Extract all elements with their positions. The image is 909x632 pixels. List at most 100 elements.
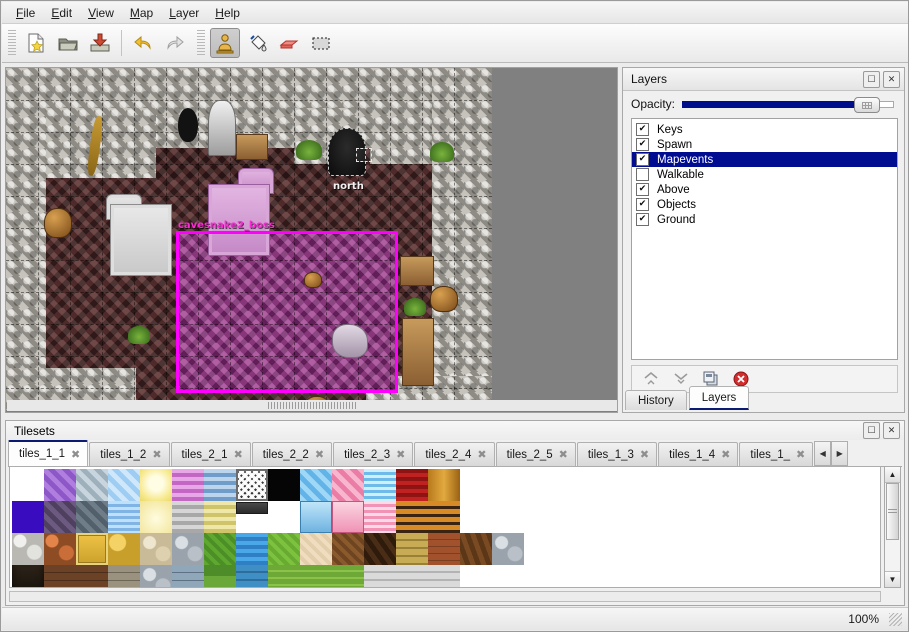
tile-r0-c2[interactable] <box>76 469 108 501</box>
tile-r0-c12[interactable] <box>396 469 428 501</box>
tile-r3-c6[interactable] <box>204 565 236 587</box>
close-tileset-tab-icon[interactable]: ✖ <box>721 448 731 461</box>
tile-r1-c15[interactable] <box>492 501 524 533</box>
tile-r3-c8[interactable] <box>268 565 300 587</box>
tile-r0-c11[interactable] <box>364 469 396 501</box>
tile-r2-c13[interactable] <box>428 533 460 565</box>
tile-r2-c14[interactable] <box>460 533 492 565</box>
tile-r1-c14[interactable] <box>460 501 492 533</box>
tile-r2-c0[interactable] <box>12 533 44 565</box>
map-selection-rectangle[interactable] <box>176 231 398 393</box>
tile-r2-c6[interactable] <box>204 533 236 565</box>
menu-help[interactable]: Help <box>215 5 240 20</box>
tileset-vertical-scrollbar[interactable]: ▲ ▼ <box>884 466 901 588</box>
tile-r1-c9[interactable] <box>300 501 332 533</box>
layer-row-walkable[interactable]: Walkable <box>632 167 897 182</box>
tile-r3-c15[interactable] <box>492 565 524 587</box>
layer-row-mapevents[interactable]: ✔ Mapevents <box>632 152 897 167</box>
tile-r2-c10[interactable] <box>332 533 364 565</box>
tileset-tab-tiles_1_2[interactable]: tiles_1_2 ✖ <box>89 442 170 466</box>
menu-view[interactable]: View <box>88 5 114 20</box>
tile-r2-c2[interactable] <box>76 533 108 565</box>
scrollbar-thumb[interactable] <box>886 483 899 540</box>
save-map-button[interactable] <box>85 28 115 58</box>
tile-r0-c10[interactable] <box>332 469 364 501</box>
tile-r2-c1[interactable] <box>44 533 76 565</box>
tile-r0-c7[interactable] <box>236 469 268 501</box>
tile-r1-c11[interactable] <box>364 501 396 533</box>
tile-r1-c0[interactable] <box>12 501 44 533</box>
tile-r0-c8[interactable] <box>268 469 300 501</box>
scroll-tabs-left-button[interactable]: ◀ <box>814 441 832 466</box>
tile-r0-c15[interactable] <box>492 469 524 501</box>
tile-r1-c13[interactable] <box>428 501 460 533</box>
tile-r2-c16[interactable] <box>524 533 556 565</box>
tileset-tab-tiles_1_4[interactable]: tiles_1_4 ✖ <box>658 442 739 466</box>
layer-row-keys[interactable]: ✔ Keys <box>632 122 897 137</box>
tile-r0-c16[interactable] <box>524 469 556 501</box>
layer-visibility-checkbox[interactable]: ✔ <box>636 153 649 166</box>
layer-row-ground[interactable]: ✔ Ground <box>632 212 897 227</box>
layer-list[interactable]: ✔ Keys ✔ Spawn ✔ Mapevents Walkable ✔ Above ✔ Obje… <box>631 118 898 360</box>
tileset-tab-tiles_2_1[interactable]: tiles_2_1 ✖ <box>170 442 251 466</box>
layer-visibility-checkbox[interactable]: ✔ <box>636 183 649 196</box>
close-tileset-tab-icon[interactable]: ✖ <box>71 447 81 461</box>
tile-r2-c5[interactable] <box>172 533 204 565</box>
tile-r3-c0[interactable] <box>12 565 44 587</box>
tile-r0-c13[interactable] <box>428 469 460 501</box>
tile-r3-c12[interactable] <box>396 565 428 587</box>
map-horizontal-scrollbar[interactable] <box>7 400 617 411</box>
opacity-slider[interactable] <box>682 97 894 113</box>
redo-button[interactable] <box>160 28 190 58</box>
tile-r2-c8[interactable] <box>268 533 300 565</box>
layer-row-spawn[interactable]: ✔ Spawn <box>632 137 897 152</box>
tile-r2-c9[interactable] <box>300 533 332 565</box>
menu-map[interactable]: Map <box>129 5 154 20</box>
tileset-horizontal-scrollbar[interactable] <box>9 591 881 602</box>
layer-visibility-checkbox[interactable]: ✔ <box>636 198 649 211</box>
tileset-tab-tiles_1_1[interactable]: tiles_1_1 ✖ <box>8 440 89 466</box>
close-tileset-tab-icon[interactable]: ✖ <box>639 448 650 461</box>
tileset-tab-tiles_1_3[interactable]: tiles_1_3 ✖ <box>576 442 658 466</box>
tileset-tab-tiles_1_[interactable]: tiles_1_ ✖ <box>739 442 814 466</box>
tile-r1-c8[interactable] <box>268 501 300 533</box>
scroll-tabs-right-button[interactable]: ▶ <box>831 441 849 466</box>
select-tool-button[interactable] <box>306 28 336 58</box>
tile-r1-c7[interactable] <box>236 502 268 514</box>
tile-r2-c4[interactable] <box>140 533 172 565</box>
scroll-up-icon[interactable]: ▲ <box>885 467 900 483</box>
opacity-slider-thumb[interactable] <box>854 97 881 113</box>
layer-visibility-checkbox[interactable]: ✔ <box>636 138 649 151</box>
tile-r0-c3[interactable] <box>108 469 140 501</box>
resize-grip[interactable] <box>889 612 902 626</box>
tab-layers[interactable]: Layers <box>688 386 750 410</box>
tile-r1-c5[interactable] <box>172 501 204 533</box>
tileset-tab-tiles_2_3[interactable]: tiles_2_3 ✖ <box>333 442 414 466</box>
tile-r3-c14[interactable] <box>460 565 492 587</box>
float-window-icon[interactable]: ☐ <box>863 70 880 88</box>
stamp-tool-button[interactable] <box>210 28 240 58</box>
tile-r2-c11[interactable] <box>364 533 396 565</box>
tile-r2-c3[interactable] <box>108 533 140 565</box>
tile-r3-c3[interactable] <box>108 565 140 587</box>
tile-r0-c1[interactable] <box>44 469 76 501</box>
tile-r3-c9[interactable] <box>300 565 332 587</box>
bucket-tool-button[interactable] <box>242 28 272 58</box>
tile-r0-c4[interactable] <box>140 469 172 501</box>
float-window-icon[interactable]: ☐ <box>863 422 880 439</box>
layer-visibility-checkbox[interactable]: ✔ <box>636 213 649 226</box>
tile-r1-c10[interactable] <box>332 501 364 533</box>
tile-r3-c7[interactable] <box>236 565 268 587</box>
tile-r0-c5[interactable] <box>172 469 204 501</box>
tile-r1-c6[interactable] <box>204 501 236 533</box>
close-icon[interactable]: ✕ <box>883 70 900 88</box>
tile-r3-c2[interactable] <box>76 565 108 587</box>
tile-r3-c10[interactable] <box>332 565 364 587</box>
tile-r1-c12[interactable] <box>396 501 428 533</box>
tileset-tab-tiles_2_2[interactable]: tiles_2_2 ✖ <box>251 442 333 466</box>
tile-r3-c1[interactable] <box>44 565 76 587</box>
close-tileset-tab-icon[interactable]: ✖ <box>314 448 325 461</box>
tileset-tab-tiles_2_4[interactable]: tiles_2_4 ✖ <box>414 442 495 466</box>
layer-row-above[interactable]: ✔ Above <box>632 182 897 197</box>
map-splitter-grip[interactable] <box>7 400 617 411</box>
